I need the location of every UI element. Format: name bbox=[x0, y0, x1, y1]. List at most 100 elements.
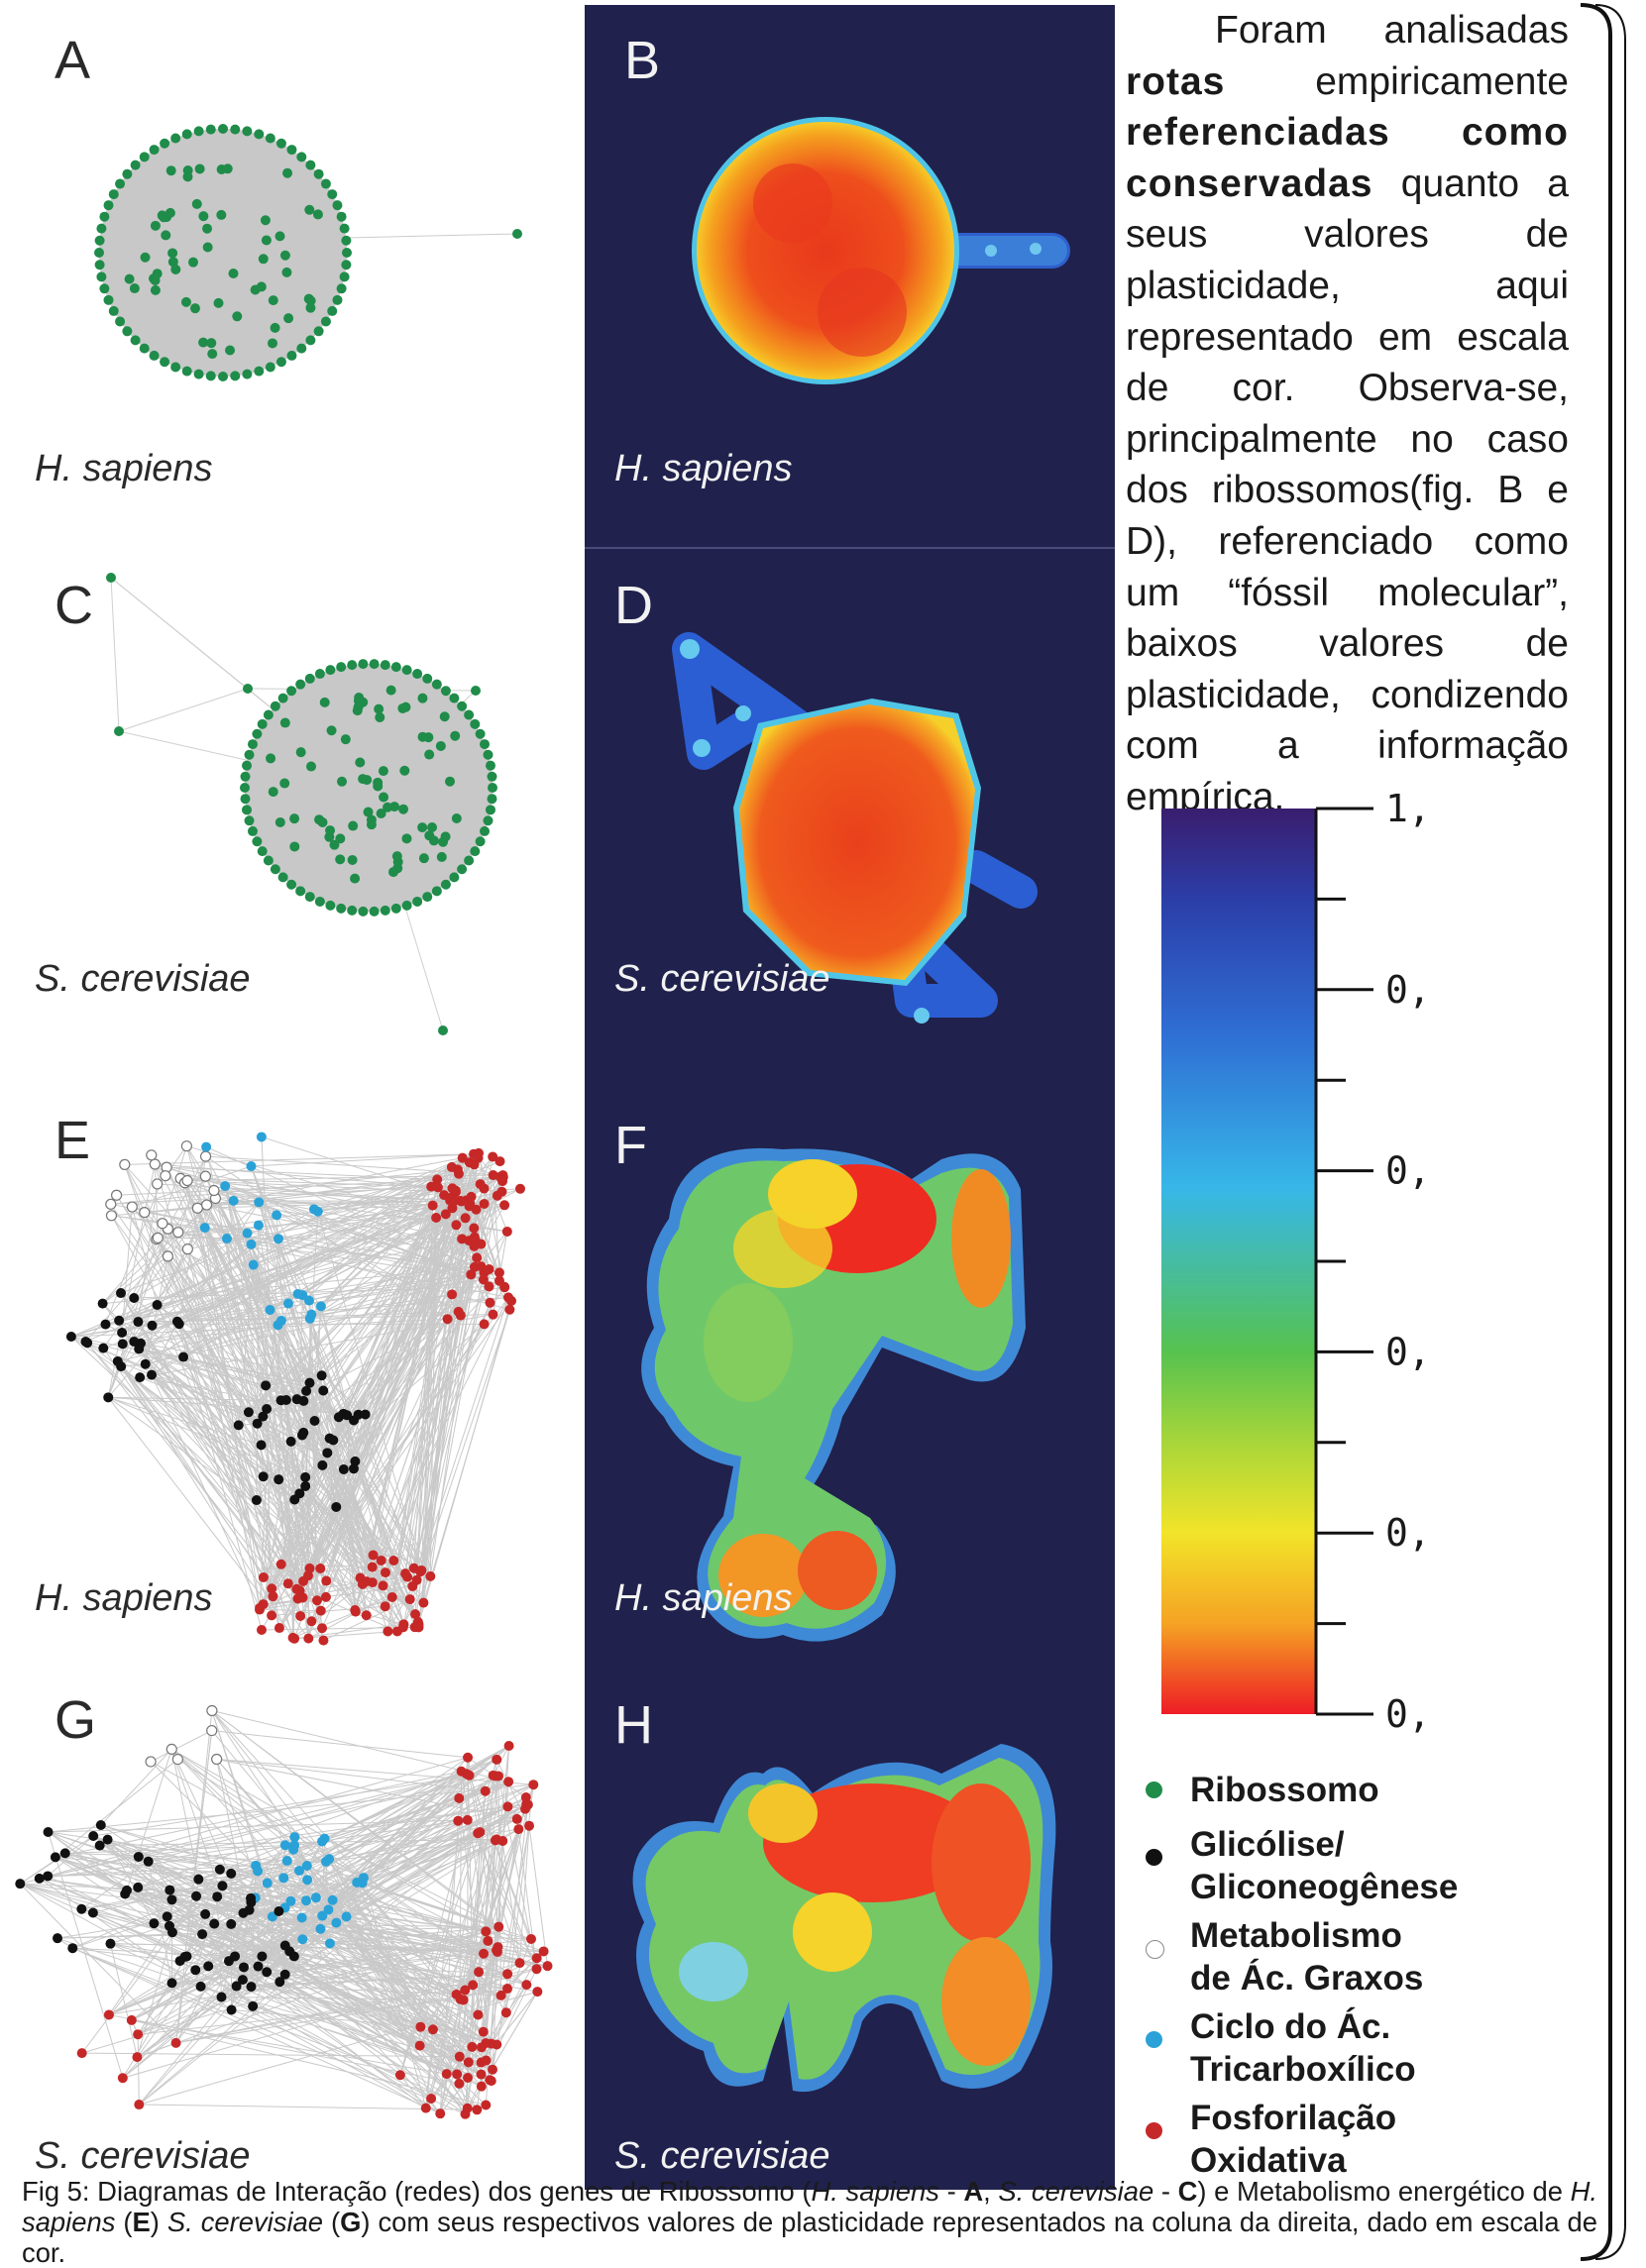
network-node bbox=[280, 1840, 290, 1850]
network-node bbox=[150, 1159, 160, 1169]
network-node bbox=[470, 846, 480, 856]
caption-bold: A bbox=[963, 2176, 983, 2207]
network-node bbox=[170, 134, 180, 144]
network-node bbox=[172, 1755, 182, 1765]
network-node bbox=[306, 1616, 316, 1626]
network-node bbox=[238, 1975, 248, 1985]
network-node bbox=[281, 268, 291, 277]
network-node bbox=[381, 660, 390, 670]
network-node bbox=[475, 1827, 485, 1837]
black-dot-icon bbox=[1146, 1849, 1162, 1866]
network-edge bbox=[347, 234, 517, 238]
species-label: S. cerevisiae bbox=[35, 958, 251, 1001]
network-node bbox=[105, 1939, 115, 1949]
network-node bbox=[399, 766, 409, 776]
network-node bbox=[195, 163, 205, 173]
network-node bbox=[181, 297, 191, 307]
scale-tick-label: 0,4 bbox=[1385, 1330, 1423, 1373]
network-node bbox=[429, 835, 439, 845]
network-node bbox=[488, 1310, 497, 1320]
network-node bbox=[487, 772, 496, 782]
network-node bbox=[503, 1292, 513, 1302]
network-node bbox=[412, 669, 422, 679]
network-node bbox=[298, 1576, 308, 1586]
network-node bbox=[443, 1314, 453, 1324]
network-node bbox=[354, 693, 364, 702]
network-node bbox=[465, 1771, 475, 1781]
network-node bbox=[112, 1190, 122, 1200]
network-node bbox=[321, 316, 331, 326]
network-node bbox=[450, 731, 460, 741]
network-node bbox=[477, 2070, 487, 2080]
network-node bbox=[129, 1293, 139, 1303]
network-node bbox=[369, 1551, 379, 1561]
network-node bbox=[140, 344, 150, 354]
network-node bbox=[319, 1834, 329, 1844]
network-node bbox=[315, 1924, 325, 1934]
network-node bbox=[447, 1192, 457, 1202]
network-node bbox=[321, 1576, 331, 1586]
network-node bbox=[526, 1934, 536, 1944]
panel-g: G S. cerevisiae bbox=[0, 1684, 575, 2180]
network-node bbox=[432, 886, 442, 896]
network-node bbox=[245, 815, 255, 825]
network-node bbox=[53, 1933, 62, 1943]
network-node bbox=[127, 1202, 137, 1212]
network-node bbox=[133, 1883, 143, 1892]
network-node bbox=[480, 826, 490, 836]
network-e bbox=[0, 1100, 575, 1655]
network-node bbox=[465, 1199, 475, 1209]
network-node bbox=[432, 680, 442, 690]
network-node bbox=[264, 710, 274, 720]
network-node bbox=[241, 794, 251, 804]
network-node bbox=[418, 1598, 428, 1608]
network-node bbox=[441, 686, 451, 696]
network-node bbox=[262, 235, 272, 245]
scale-tick-label: 0,8 bbox=[1385, 968, 1423, 1012]
network-node bbox=[320, 698, 330, 707]
panel-f: F H. sapiens bbox=[585, 1100, 1115, 1655]
network-node bbox=[283, 313, 293, 323]
network-node bbox=[296, 344, 306, 354]
network-node bbox=[213, 298, 223, 308]
network-node bbox=[398, 805, 408, 814]
panel-separator bbox=[585, 547, 1115, 549]
network-node bbox=[275, 817, 285, 827]
species-label: S. cerevisiae bbox=[35, 2135, 251, 2178]
network-node bbox=[247, 1161, 257, 1171]
network-node bbox=[445, 777, 455, 787]
network-node bbox=[257, 1440, 267, 1450]
network-node bbox=[273, 1320, 282, 1330]
heatmap-f bbox=[585, 1100, 1115, 1655]
network-node bbox=[502, 1801, 512, 1811]
network-node bbox=[417, 822, 427, 832]
network-node bbox=[99, 283, 109, 293]
network-node bbox=[415, 1566, 425, 1576]
network-node bbox=[209, 1919, 219, 1929]
network-node bbox=[361, 1410, 371, 1420]
caption-text: - bbox=[939, 2176, 963, 2207]
network-node bbox=[122, 169, 132, 179]
network-node bbox=[267, 1610, 276, 1620]
network-node bbox=[425, 1571, 435, 1581]
network-node bbox=[166, 1894, 176, 1904]
white-dot-icon bbox=[1146, 1940, 1164, 1959]
network-node bbox=[381, 906, 390, 916]
network-node bbox=[129, 1337, 139, 1347]
green-dot-icon bbox=[1146, 1782, 1162, 1798]
panel-a: A H. sapiens bbox=[0, 0, 575, 545]
network-node bbox=[493, 1947, 502, 1957]
network-node bbox=[173, 1228, 183, 1238]
network-node bbox=[255, 1603, 265, 1613]
network-node bbox=[245, 750, 255, 760]
network-node bbox=[488, 783, 497, 793]
network-node bbox=[474, 1148, 484, 1158]
network-node bbox=[477, 2058, 487, 2068]
network-node bbox=[454, 2079, 464, 2089]
network-node bbox=[521, 1980, 531, 1990]
legend-item-metabolismo: Metabolismo de Ác. Graxos bbox=[1138, 1914, 1448, 1999]
network-node bbox=[497, 1836, 507, 1846]
network-node bbox=[114, 1316, 124, 1326]
species-label: H. sapiens bbox=[614, 1577, 793, 1620]
network-g bbox=[0, 1684, 575, 2180]
